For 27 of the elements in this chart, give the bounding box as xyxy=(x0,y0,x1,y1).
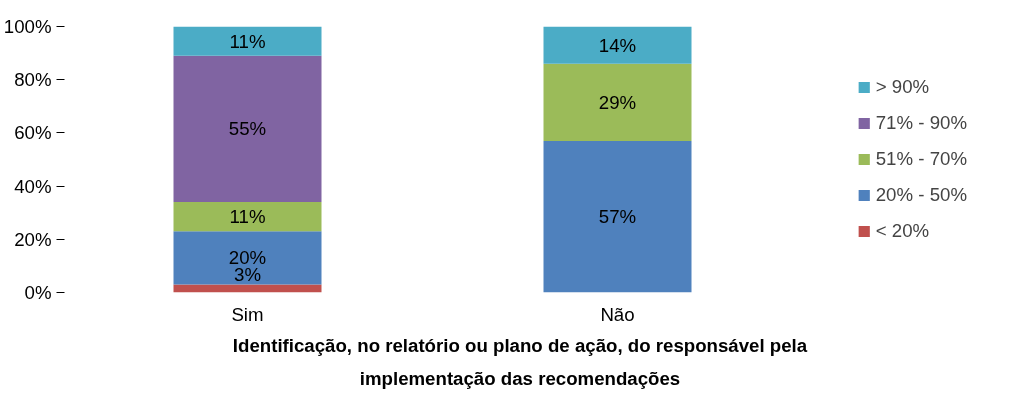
bar xyxy=(173,231,322,285)
legend-label: 71% - 90% xyxy=(875,112,967,134)
legend-label: 51% - 70% xyxy=(875,148,967,170)
legend-label: > 90% xyxy=(875,76,930,98)
bar xyxy=(543,140,692,293)
legend-label: 20% - 50% xyxy=(875,184,967,206)
data-label: 55% xyxy=(228,118,267,140)
data-label: 14% xyxy=(598,34,637,56)
bar xyxy=(543,63,692,141)
bar xyxy=(173,26,322,56)
y-tick-label: 40% xyxy=(14,175,52,197)
y-tick-label: 20% xyxy=(14,228,52,250)
x-tick-label: Sim xyxy=(231,303,264,325)
y-tick-label: 60% xyxy=(14,122,52,144)
data-label: 11% xyxy=(229,30,266,52)
bar xyxy=(173,55,322,203)
y-tick-label: 100% xyxy=(3,16,52,37)
y-tick-label: 0% xyxy=(24,282,52,303)
data-label: 29% xyxy=(598,91,637,113)
data-label: 11% xyxy=(229,206,266,228)
bar xyxy=(543,26,692,64)
bar xyxy=(173,202,322,232)
legend-label: < 20% xyxy=(875,220,930,242)
x-axis-title: Identificação, no relatório ou plano de ação, do responsável pela implementação das recomendações xyxy=(232,334,808,389)
y-tick-label: 80% xyxy=(14,69,52,91)
x-tick-label: Não xyxy=(600,303,635,325)
data-label: 57% xyxy=(598,206,637,228)
